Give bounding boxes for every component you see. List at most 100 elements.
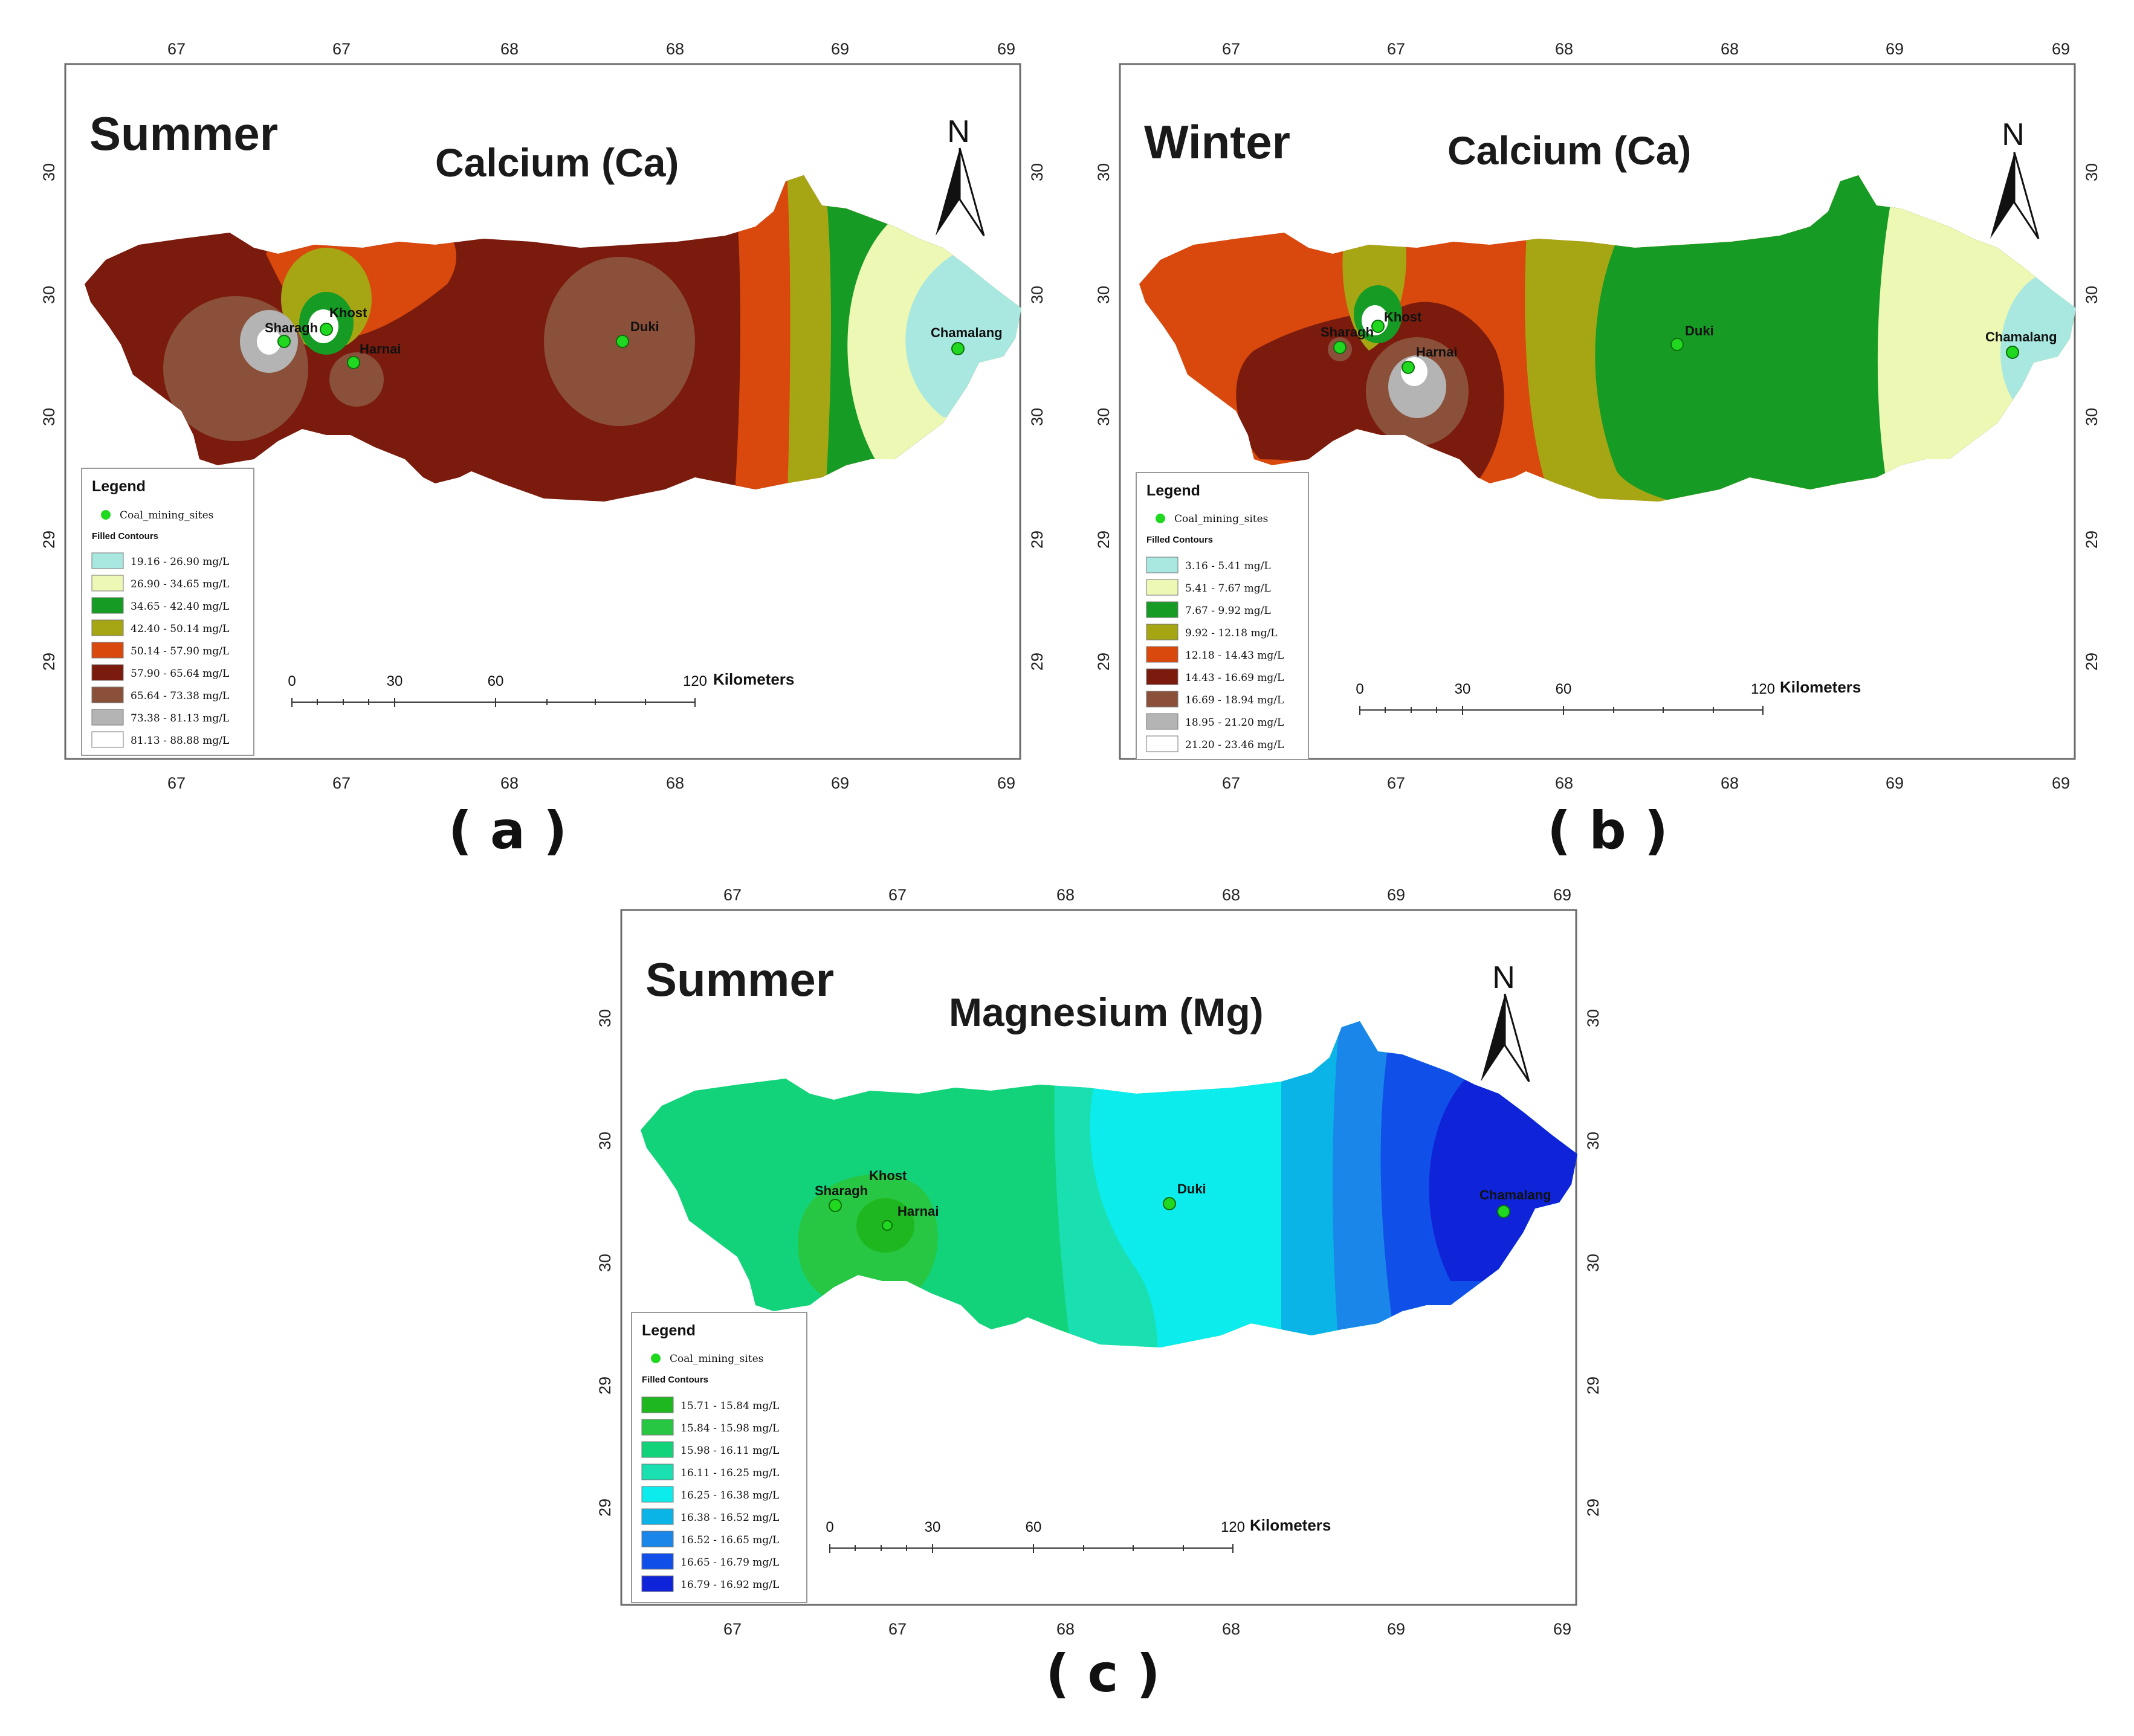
legend-site-marker-b — [1156, 514, 1165, 523]
svg-text:69: 69 — [1553, 886, 1571, 904]
svg-text:29: 29 — [1028, 653, 1046, 671]
svg-text:30: 30 — [1584, 1009, 1602, 1027]
map-c-left-ticks: 30 30 30 29 29 — [596, 1009, 614, 1517]
map-c-svg: Sharagh Khost Harnai Duki Chamalang 67 6… — [596, 886, 1602, 1638]
svg-text:30: 30 — [1028, 286, 1046, 304]
svg-text:68: 68 — [1056, 886, 1075, 904]
legend-item-label: 19.16 - 26.90 mg/L — [131, 556, 229, 568]
legend-site-marker-a — [101, 510, 111, 520]
legend-contours-title-c: Filled Contours — [642, 1375, 708, 1385]
svg-text:67: 67 — [888, 1620, 907, 1638]
site-label-chamalang: Chamalang — [1985, 329, 2057, 344]
svg-text:30: 30 — [2083, 163, 2101, 181]
map-a-top-ticks: 67 67 68 68 69 69 — [167, 40, 1015, 58]
legend-item-label: 14.43 - 16.69 mg/L — [1185, 672, 1284, 684]
svg-text:30: 30 — [40, 163, 58, 181]
scale-bar-b: 0 30 60 120 Kilometers — [1356, 678, 1861, 715]
svg-text:30: 30 — [1028, 163, 1046, 181]
site-marker-harnai — [882, 1220, 893, 1231]
legend-swatch — [1146, 668, 1179, 685]
legend-point-label-b: Coal_mining_sites — [1174, 513, 1268, 525]
legend-swatch — [1146, 691, 1179, 708]
site-label-sharagh: Sharagh — [815, 1183, 868, 1198]
svg-text:30: 30 — [925, 1519, 941, 1535]
map-panel-b: Sharagh Khost Harnai Duki Chamalang 67 6… — [1055, 0, 2134, 792]
legend-swatch — [641, 1486, 674, 1503]
svg-text:120: 120 — [683, 673, 707, 689]
legend-item-label: 16.25 - 16.38 mg/L — [681, 1489, 779, 1502]
site-marker-sharagh — [277, 335, 291, 348]
site-label-sharagh: Sharagh — [265, 320, 318, 335]
season-title-b: Winter — [1144, 115, 1290, 169]
legend-b: Legend Coal_mining_sites Filled Contours… — [1136, 472, 1309, 760]
map-a-bottom-ticks: 67 67 68 68 69 69 — [167, 774, 1015, 792]
map-c-right-ticks: 30 30 30 29 29 — [1584, 1009, 1602, 1517]
svg-text:67: 67 — [1387, 774, 1405, 792]
north-label-a: N — [947, 114, 970, 149]
legend-contours-title-b: Filled Contours — [1146, 535, 1213, 545]
svg-text:Kilometers: Kilometers — [1250, 1516, 1331, 1534]
legend-item-label: 34.65 - 42.40 mg/L — [131, 601, 229, 613]
svg-text:69: 69 — [831, 774, 849, 792]
svg-text:29: 29 — [596, 1376, 614, 1395]
caption-c: ( c ) — [1046, 1644, 1160, 1704]
map-panel-a: Sharagh Khost Harnai Duki Chamalang 67 6… — [0, 0, 1046, 792]
svg-text:69: 69 — [997, 40, 1015, 58]
legend-item-label: 15.98 - 16.11 mg/L — [681, 1445, 779, 1457]
legend-swatch — [641, 1553, 674, 1570]
legend-item-label: 73.38 - 81.13 mg/L — [131, 712, 229, 724]
legend-swatch — [91, 597, 124, 614]
svg-text:30: 30 — [1584, 1132, 1602, 1150]
svg-text:29: 29 — [1028, 531, 1046, 549]
svg-text:68: 68 — [500, 774, 519, 792]
svg-text:67: 67 — [332, 774, 351, 792]
svg-text:60: 60 — [1026, 1519, 1042, 1535]
legend-swatch — [641, 1508, 674, 1525]
map-b-left-ticks: 30 30 30 29 29 — [1094, 163, 1113, 671]
map-c-bottom-ticks: 67 67 68 68 69 69 — [723, 1620, 1571, 1638]
site-marker-duki — [1670, 338, 1684, 351]
legend-item-label: 9.92 - 12.18 mg/L — [1185, 627, 1278, 639]
site-marker-duki — [1163, 1197, 1176, 1210]
svg-text:68: 68 — [1056, 1620, 1075, 1638]
site-label-harnai: Harnai — [360, 341, 401, 357]
site-marker-sharagh — [1333, 341, 1347, 354]
map-a-svg: Sharagh Khost Harnai Duki Chamalang 67 6… — [40, 40, 1046, 792]
legend-item-label: 57.90 - 65.64 mg/L — [131, 668, 229, 680]
site-marker-khost — [1371, 320, 1385, 333]
svg-text:120: 120 — [1751, 681, 1775, 697]
site-label-khost: Khost — [869, 1168, 907, 1183]
svg-text:68: 68 — [666, 40, 684, 58]
site-marker-chamalang — [951, 342, 965, 355]
map-panel-c: Sharagh Khost Harnai Duki Chamalang 67 6… — [556, 846, 1602, 1638]
svg-text:67: 67 — [1222, 774, 1240, 792]
svg-text:29: 29 — [1094, 653, 1113, 671]
svg-text:120: 120 — [1221, 1519, 1245, 1535]
map-a-left-ticks: 30 30 30 29 29 — [40, 163, 58, 671]
legend-swatch — [641, 1463, 674, 1480]
site-marker-duki — [616, 335, 629, 348]
north-arrow-c: N — [1481, 960, 1530, 1082]
svg-text:Kilometers: Kilometers — [1780, 678, 1861, 696]
site-marker-chamalang — [2006, 346, 2019, 359]
svg-text:68: 68 — [1222, 1620, 1240, 1638]
svg-text:60: 60 — [1556, 681, 1572, 697]
legend-swatch — [91, 552, 124, 569]
site-label-duki: Duki — [630, 319, 659, 334]
site-label-khost: Khost — [1384, 309, 1422, 324]
svg-text:30: 30 — [596, 1132, 614, 1150]
site-marker-sharagh — [829, 1199, 842, 1212]
legend-title-c: Legend — [642, 1322, 696, 1339]
svg-text:30: 30 — [1028, 408, 1046, 426]
svg-text:0: 0 — [288, 673, 296, 689]
legend-swatch — [91, 619, 124, 636]
legend-point-label-a: Coal_mining_sites — [120, 509, 213, 521]
legend-item-label: 16.79 - 16.92 mg/L — [681, 1579, 779, 1591]
legend-swatch — [91, 709, 124, 726]
north-arrow-b: N — [1990, 117, 2040, 239]
svg-text:67: 67 — [1387, 40, 1405, 58]
legend-item-label: 50.14 - 57.90 mg/L — [131, 645, 229, 657]
svg-text:30: 30 — [1584, 1254, 1602, 1272]
site-label-sharagh: Sharagh — [1321, 324, 1374, 340]
scale-bar-c: 0 30 60 120 Kilometers — [826, 1516, 1331, 1553]
